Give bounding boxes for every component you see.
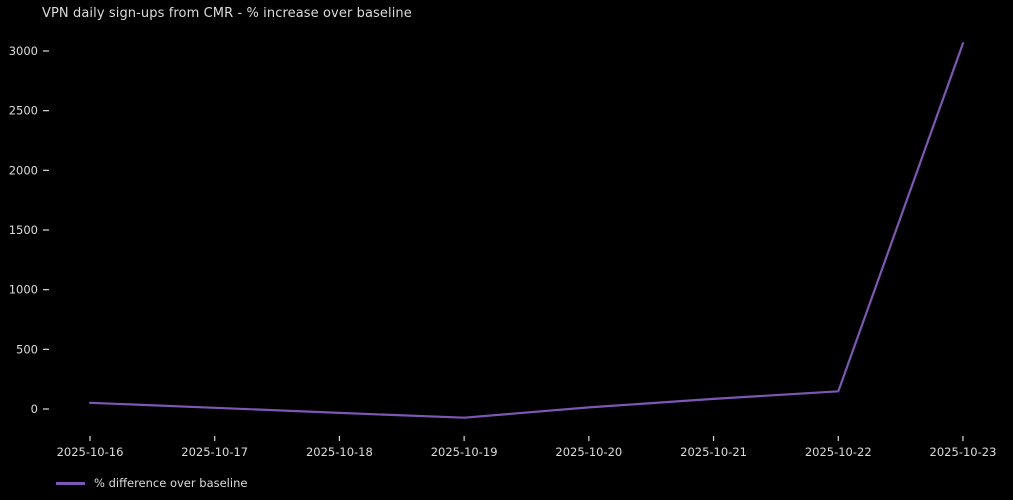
- x-axis-tick-label: 2025-10-23: [930, 445, 997, 459]
- chart-title: VPN daily sign-ups from CMR - % increase…: [42, 6, 412, 21]
- line-plot-canvas: 0 500 1000 1500 2000 2500 3000 2025-10-16 2025-1…: [9, 42, 997, 459]
- legend-series-label: % difference over baseline: [94, 476, 248, 490]
- y-axis-tick-label: 0: [31, 402, 38, 416]
- x-axis-tick-label: 2025-10-16: [57, 445, 124, 459]
- legend-line-swatch: [56, 481, 85, 485]
- x-axis-tick-label: 2025-10-19: [431, 445, 498, 459]
- y-axis-tick-label: 3000: [9, 44, 38, 58]
- y-axis-tick-label: 2500: [9, 104, 38, 118]
- y-axis-tick-label: 1000: [9, 283, 38, 297]
- x-axis-tick-label: 2025-10-20: [555, 445, 622, 459]
- x-axis-tick-label: 2025-10-18: [306, 445, 373, 459]
- x-axis-tick-label: 2025-10-17: [181, 445, 248, 459]
- y-axis-tick-label: 2000: [9, 163, 38, 177]
- legend: % difference over baseline: [56, 475, 247, 491]
- x-axis-tick-label: 2025-10-21: [680, 445, 747, 459]
- data-line-pct-difference: [88, 42, 965, 419]
- y-axis-tick-label: 1500: [9, 223, 38, 237]
- y-axis-tick-label: 500: [16, 342, 38, 356]
- x-axis-tick-label: 2025-10-22: [805, 445, 872, 459]
